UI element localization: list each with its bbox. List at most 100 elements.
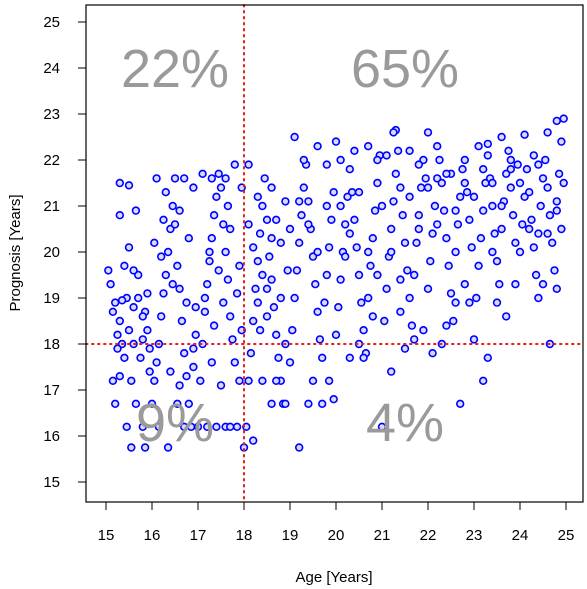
data-point: [460, 155, 469, 165]
data-point: [364, 247, 373, 257]
data-point: [134, 293, 143, 303]
data-point: [143, 326, 152, 335]
data-point: [180, 349, 189, 358]
data-point: [354, 270, 364, 280]
data-point: [336, 201, 345, 211]
data-point: [550, 266, 559, 275]
quadrant-label-bottom-left: 9%: [136, 393, 214, 453]
data-point: [506, 155, 515, 165]
data-point: [433, 220, 442, 229]
data-point: [534, 160, 543, 169]
data-point: [198, 169, 207, 179]
data-point: [253, 298, 262, 307]
data-point: [511, 238, 520, 248]
data-point: [191, 303, 200, 312]
data-point: [131, 206, 141, 215]
data-point: [414, 224, 423, 234]
data-point: [529, 151, 538, 160]
data-point: [318, 353, 327, 362]
data-point: [442, 234, 451, 243]
data-point: [262, 284, 272, 293]
data-point: [396, 275, 405, 284]
data-point: [113, 344, 122, 353]
data-point: [410, 270, 419, 280]
data-point: [387, 367, 396, 376]
data-point: [366, 261, 375, 270]
data-point: [157, 312, 166, 321]
data-point: [136, 353, 145, 362]
data-point: [497, 132, 506, 142]
data-point: [511, 280, 520, 289]
data-point: [161, 270, 171, 280]
data-point: [193, 422, 203, 431]
data-point: [541, 155, 550, 165]
x-tick-label: 22: [420, 527, 437, 544]
data-point: [522, 165, 532, 174]
data-point: [508, 211, 518, 220]
data-point: [122, 422, 131, 431]
data-point: [396, 307, 405, 316]
data-point: [419, 326, 428, 335]
y-tick-label: 16: [43, 428, 60, 445]
data-point: [272, 215, 281, 225]
data-point: [502, 312, 511, 321]
data-point: [483, 151, 492, 160]
data-point: [368, 234, 377, 243]
y-axis-title: Prognosis [Years]: [7, 194, 24, 311]
data-point: [474, 142, 483, 151]
data-point: [299, 155, 308, 165]
data-point: [189, 344, 198, 353]
data-point: [449, 316, 458, 326]
data-point: [506, 165, 515, 174]
x-axis-title: Age [Years]: [296, 569, 373, 586]
data-point: [212, 422, 221, 431]
data-point: [518, 220, 527, 229]
data-point: [290, 293, 299, 303]
data-point: [506, 183, 515, 192]
data-point: [451, 298, 460, 307]
data-point: [329, 188, 338, 197]
data-point: [322, 270, 331, 280]
data-point: [308, 376, 318, 385]
data-point: [143, 289, 152, 298]
data-point: [324, 243, 334, 252]
data-point: [152, 174, 161, 183]
data-point: [465, 215, 474, 225]
data-point: [106, 280, 115, 289]
data-point: [410, 335, 419, 344]
data-point: [175, 381, 184, 390]
data-point: [490, 229, 499, 238]
data-point: [249, 436, 258, 445]
data-point: [453, 220, 463, 229]
data-point: [117, 296, 127, 305]
data-point: [456, 399, 465, 408]
data-point: [138, 422, 148, 431]
data-point: [483, 353, 492, 362]
data-point: [180, 174, 189, 183]
data-point: [341, 252, 350, 261]
data-point: [255, 326, 265, 335]
data-point: [110, 298, 120, 307]
data-point: [435, 155, 444, 165]
data-point: [472, 293, 481, 303]
data-point: [538, 280, 548, 289]
data-point: [559, 114, 568, 123]
data-point: [120, 353, 129, 362]
data-point: [127, 443, 136, 452]
data-point: [357, 298, 366, 307]
data-point: [469, 335, 479, 344]
data-point: [382, 284, 391, 293]
data-point: [177, 316, 187, 326]
data-point: [354, 188, 364, 197]
data-point: [405, 293, 414, 303]
data-point: [276, 293, 285, 303]
data-point: [285, 224, 295, 234]
data-point: [320, 298, 329, 307]
data-point: [115, 211, 125, 220]
data-point: [267, 234, 276, 243]
data-point: [272, 376, 281, 385]
y-tick-label: 15: [43, 474, 60, 491]
data-point: [124, 326, 134, 335]
data-point: [283, 266, 292, 275]
data-point: [228, 335, 237, 344]
